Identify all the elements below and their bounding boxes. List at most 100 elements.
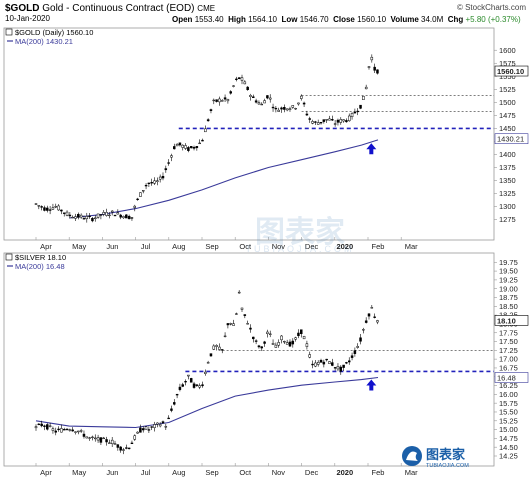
y-tick-label: 17.00 <box>499 355 518 364</box>
candle-body <box>342 119 345 122</box>
candle-body <box>347 115 351 122</box>
x-tick-label: May <box>72 242 86 251</box>
candle-body <box>99 214 103 216</box>
candle-body <box>51 207 55 210</box>
candle-body <box>74 216 77 219</box>
candle-body <box>336 366 340 370</box>
high-label: High <box>228 15 246 24</box>
candle-body <box>209 109 213 111</box>
candle-body <box>108 214 111 217</box>
candle-body <box>189 146 193 149</box>
candle-body <box>40 423 43 427</box>
x-tick-label: Aug <box>172 242 185 251</box>
y-tick-label: 1275 <box>499 215 516 224</box>
chart-date: 10-Jan-2020 <box>5 14 50 23</box>
candle-body <box>285 108 289 111</box>
last-price-box <box>494 65 529 77</box>
candle-body <box>302 102 306 105</box>
candle-body <box>113 443 117 445</box>
candle-body <box>60 209 63 212</box>
candle-body <box>65 428 69 431</box>
candle-body <box>133 205 137 208</box>
y-tick-label: 1550 <box>499 72 516 81</box>
candle-body <box>376 320 379 323</box>
x-tick-label: Oct <box>239 468 252 477</box>
candle-body <box>164 168 168 171</box>
candle-body <box>79 214 83 218</box>
candle-body <box>212 345 216 350</box>
legend-ma: MA(200) 16.48 <box>15 262 65 271</box>
candle-body <box>133 435 137 440</box>
candle-body <box>57 205 60 211</box>
y-tick-label: 15.25 <box>499 416 518 425</box>
candle-body <box>136 198 139 201</box>
y-tick-label: 19.25 <box>499 275 518 284</box>
candle-body <box>240 77 244 81</box>
candle-body <box>91 218 94 222</box>
x-tick-label: Apr <box>40 468 52 477</box>
up-arrow-icon <box>366 379 377 391</box>
candle-body <box>277 109 280 112</box>
x-tick-label: Nov <box>272 242 286 251</box>
open-value: 1553.40 <box>194 15 224 24</box>
candle-body <box>65 211 69 216</box>
candle-body <box>54 206 58 208</box>
x-tick-label: Jun <box>106 468 118 477</box>
symbol-name: Gold - Continuous Contract (EOD) <box>42 3 195 14</box>
candle-body <box>266 95 269 99</box>
candle-body <box>252 96 255 98</box>
candle-body <box>373 66 376 71</box>
candle-body <box>311 363 314 366</box>
candle-body <box>370 56 374 61</box>
candle-body <box>305 343 309 347</box>
y-tick-label: 15.00 <box>499 425 518 434</box>
candle-body <box>125 214 128 219</box>
candle-body <box>277 342 280 346</box>
candle-body <box>85 216 89 220</box>
candle-body <box>322 361 326 365</box>
candle-body <box>328 361 331 364</box>
candle-body <box>46 207 49 211</box>
candle-body <box>40 206 43 208</box>
ohlc-readout: Open 1553.40 High 1564.10 Low 1546.70 Cl… <box>172 15 521 24</box>
candle-body <box>150 426 153 428</box>
candle-body <box>336 119 340 123</box>
candle-body <box>108 442 111 444</box>
candle-body <box>167 417 170 420</box>
watermark-subtext: TUBIAOJIA.COM <box>245 244 354 254</box>
candle-body <box>314 362 317 367</box>
candle-body <box>206 362 210 364</box>
ma200-line <box>69 139 379 219</box>
ma200-line <box>35 376 379 429</box>
candle-body <box>226 99 230 102</box>
legend-price: $SILVER 18.10 <box>15 253 66 262</box>
candle-body <box>178 142 182 146</box>
low-label: Low <box>281 15 298 24</box>
candle-body <box>74 431 77 433</box>
legend-swatch <box>5 253 13 261</box>
low-value: 1546.70 <box>299 15 329 24</box>
x-tick-label: Dec <box>305 468 319 477</box>
candle-body <box>68 214 72 217</box>
candle-body <box>201 384 204 387</box>
y-tick-label: 17.25 <box>499 346 518 355</box>
candle-body <box>116 444 120 448</box>
y-tick-label: 15.75 <box>499 399 518 408</box>
y-tick-label: 18.75 <box>499 293 518 302</box>
y-tick-label: 1300 <box>499 202 516 211</box>
candle-body <box>153 180 156 184</box>
candle-body <box>175 393 179 396</box>
candle-body <box>316 362 320 365</box>
candle-body <box>122 449 125 451</box>
candle-body <box>85 436 89 439</box>
x-tick-label: Nov <box>272 468 286 477</box>
candle-body <box>235 313 238 315</box>
y-tick-label: 19.75 <box>499 258 518 267</box>
candle-body <box>184 381 187 383</box>
candle-body <box>215 345 218 347</box>
chart-symbol: $GOLD Gold - Continuous Contract (EOD) C… <box>5 3 215 14</box>
candle-body <box>130 217 134 219</box>
candle-body <box>325 119 328 121</box>
